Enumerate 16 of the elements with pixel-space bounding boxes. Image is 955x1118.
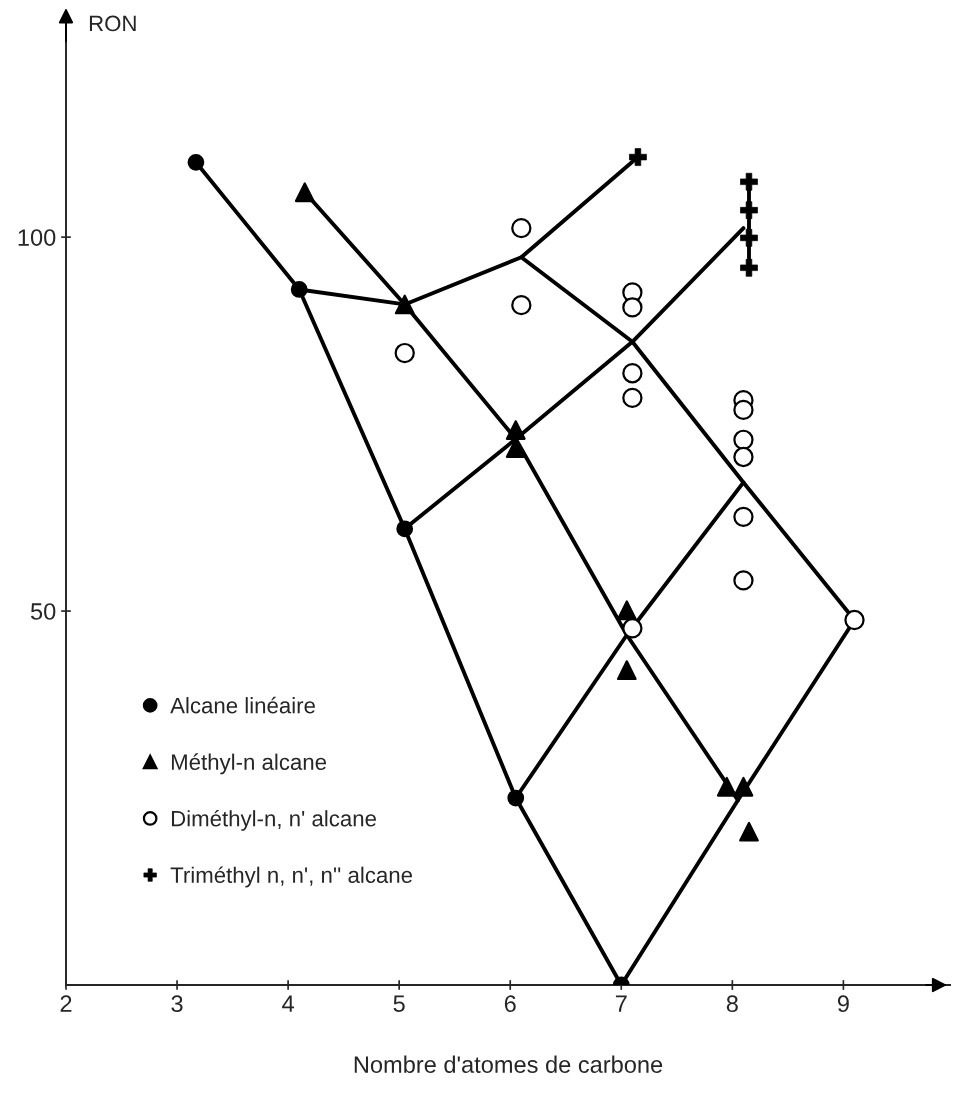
x-tick-label: 6	[504, 995, 516, 1013]
x-tick-label: 7	[615, 995, 627, 1012]
x-tick-label: 9	[837, 995, 849, 1013]
y-tick-label: 50	[30, 603, 56, 620]
x-tick-label: 8	[726, 995, 738, 1013]
legend-label: Alcane linéaire	[170, 696, 315, 714]
legend-label: Triméthyl n, n', n'' alcane	[170, 866, 413, 888]
x-tick-label: 5	[393, 995, 405, 1013]
x-axis-title: Nombre d'atomes de carbone	[354, 1055, 663, 1073]
x-tick-label: 3	[171, 995, 183, 1013]
legend-label: Diméthyl-n, n' alcane	[171, 809, 376, 831]
x-tick-label: 2	[60, 995, 72, 1012]
x-tick-label: 4	[282, 995, 294, 1012]
legend-label: Méthyl-n alcane	[171, 753, 327, 775]
y-tick-label: 100	[18, 229, 56, 246]
y-axis-title: RON	[89, 15, 136, 32]
